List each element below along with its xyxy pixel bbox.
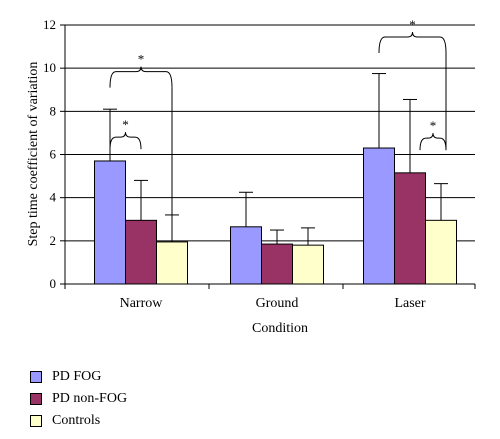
- significance-bracket: [109, 66, 173, 88]
- legend-label: PD non-FOG: [52, 391, 128, 406]
- bar: [261, 243, 293, 285]
- bar: [156, 241, 188, 285]
- significance-star: *: [122, 117, 129, 132]
- category-labels: Narrow Ground Laser: [120, 296, 426, 311]
- legend-swatch-pd-non-fog: [30, 393, 42, 405]
- category-label: Ground: [256, 296, 299, 311]
- legend-item-controls: Controls: [30, 410, 127, 432]
- bar-chart: * * * * 0 2 4 6 8 10 12 Narrow Ground Laser Step ti…: [26, 17, 476, 336]
- y-tick-label: 12: [43, 17, 56, 32]
- y-axis-title: Step time coefficient of variation: [26, 62, 41, 247]
- y-tick-label: 10: [43, 60, 56, 75]
- x-axis-title: Condition: [252, 321, 308, 336]
- significance-star: *: [409, 17, 416, 32]
- bar: [394, 172, 426, 285]
- y-tick-label: 2: [50, 233, 57, 248]
- legend-swatch-controls: [30, 415, 42, 427]
- bar: [363, 147, 395, 285]
- significance-bracket: [378, 32, 447, 54]
- y-tick-label: 4: [50, 190, 57, 205]
- bar: [94, 160, 126, 285]
- category-label: Laser: [394, 296, 425, 311]
- legend: PD FOG PD non-FOG Controls: [30, 366, 127, 432]
- significance-star: *: [430, 118, 437, 133]
- significance-brackets: * * * *: [109, 17, 447, 215]
- legend-swatch-pd-fog: [30, 371, 42, 383]
- bar: [230, 226, 262, 285]
- bar: [125, 219, 157, 285]
- y-tick-label: 6: [50, 147, 57, 162]
- legend-label: PD FOG: [52, 369, 102, 384]
- significance-bracket: [419, 133, 447, 151]
- bars: [94, 147, 457, 285]
- y-tick-labels: 0 2 4 6 8 10 12: [43, 17, 65, 291]
- significance-bracket: [109, 132, 142, 150]
- legend-item-pd-fog: PD FOG: [30, 366, 127, 388]
- error-bars: [103, 73, 448, 246]
- legend-item-pd-non-fog: PD non-FOG: [30, 388, 127, 410]
- y-tick-label: 8: [50, 103, 57, 118]
- legend-label: Controls: [52, 413, 101, 428]
- bar: [292, 244, 324, 285]
- bar: [425, 219, 457, 285]
- category-label: Narrow: [120, 296, 164, 311]
- significance-star: *: [138, 52, 145, 67]
- y-tick-label: 0: [50, 276, 57, 291]
